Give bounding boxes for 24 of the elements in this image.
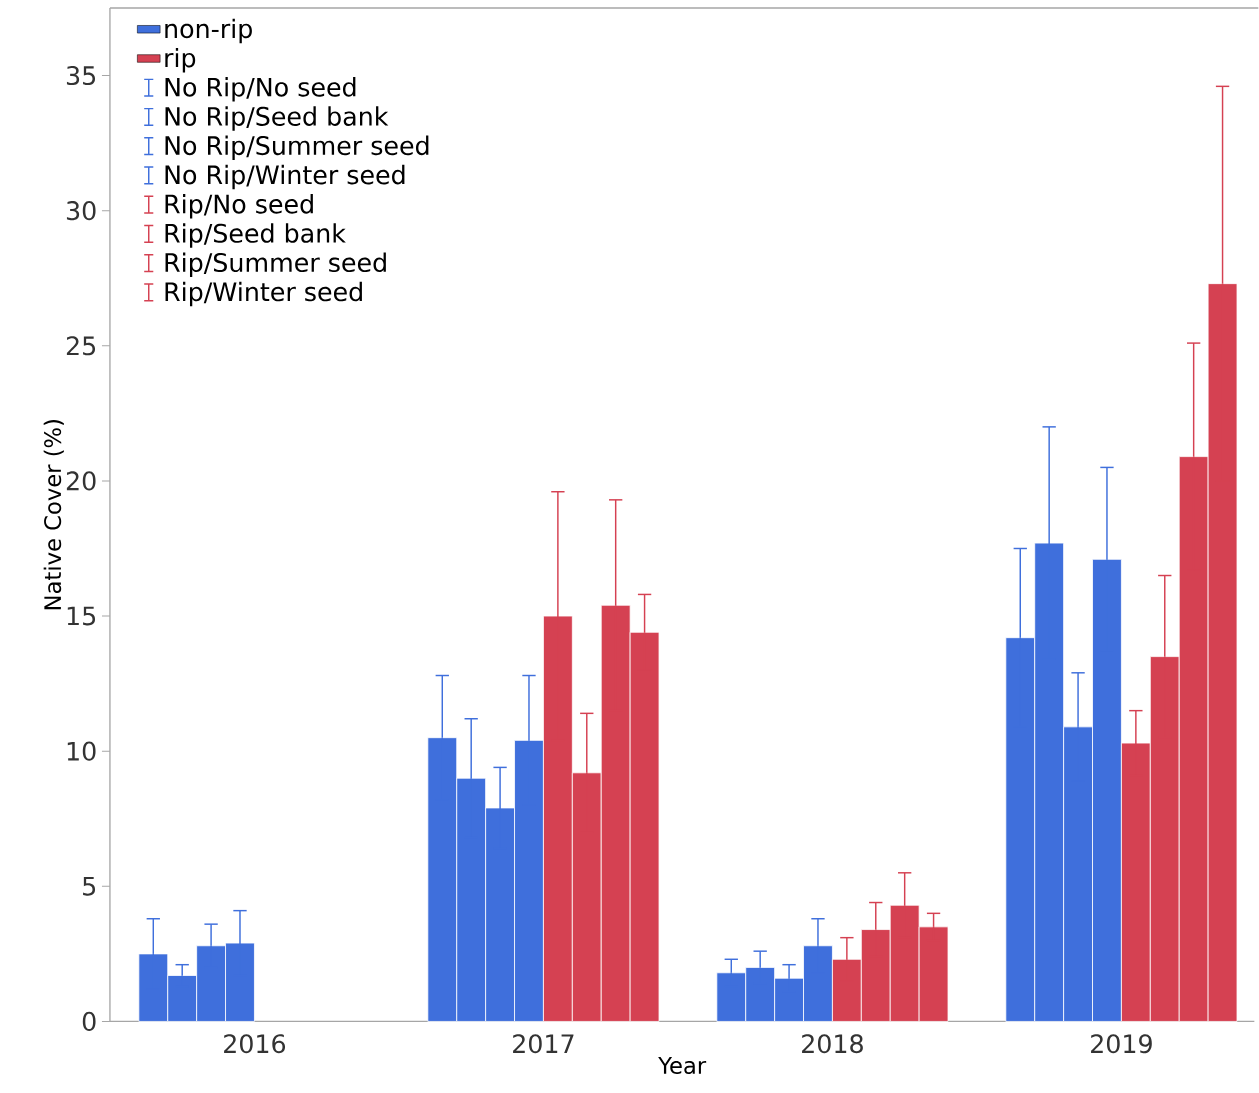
x-tick-label: 2019: [1091, 1033, 1152, 1054]
legend-label: No Rip/Winter seed: [165, 164, 405, 190]
y-axis-title: Native Cover (%): [43, 419, 64, 609]
legend-label: No Rip/Summer seed: [165, 135, 429, 160]
legend-label: Rip/No seed: [165, 193, 313, 219]
x-tick-label: 2018: [802, 1033, 863, 1054]
legend-label: No Rip/No seed: [165, 76, 356, 102]
x-axis-title: Year: [658, 1056, 707, 1074]
y-tick-label: 35: [66, 65, 96, 85]
legend-label: No Rip/Seed bank: [165, 106, 389, 131]
y-tick-label: 25: [66, 336, 96, 356]
y-tick-label: 0: [82, 1011, 96, 1031]
y-tick-label: 5: [83, 876, 96, 896]
legend-label: non-rip: [165, 18, 252, 43]
x-tick-label: 2016: [224, 1033, 286, 1054]
legend-label: Rip/Seed bank: [165, 223, 346, 248]
legend-label: rip: [165, 47, 196, 73]
y-tick-label: 20: [66, 471, 96, 491]
legend-label: Rip/Summer seed: [165, 252, 386, 277]
y-tick-label: 15: [67, 606, 96, 626]
x-tick-label: 2017: [513, 1033, 574, 1054]
y-tick-label: 30: [66, 200, 96, 221]
y-tick-label: 10: [67, 741, 96, 761]
legend-label: Rip/Winter seed: [165, 281, 362, 307]
